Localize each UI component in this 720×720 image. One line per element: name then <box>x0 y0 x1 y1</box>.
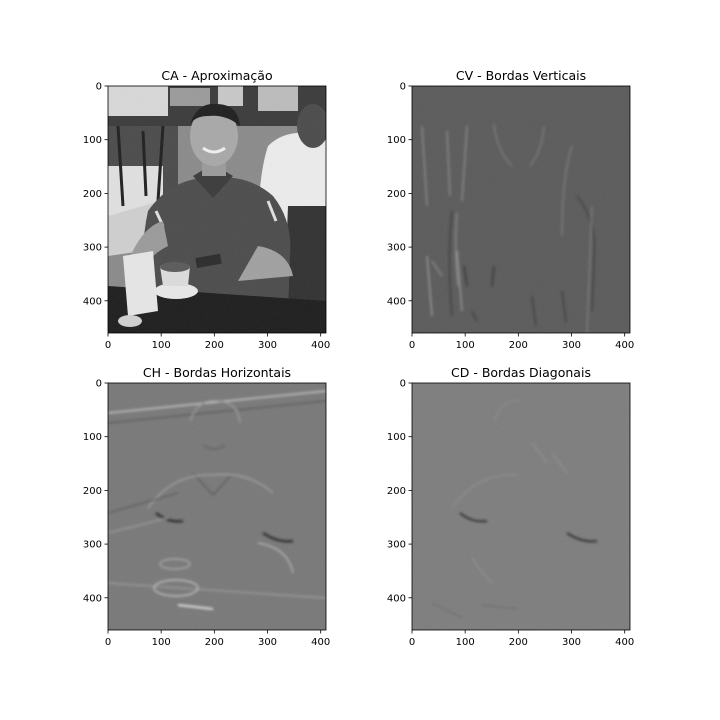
y-tick-label: 400 <box>387 296 406 307</box>
y-tick-label: 400 <box>387 593 406 604</box>
plot-frame <box>411 382 631 631</box>
x-tick-label: 0 <box>105 637 111 648</box>
x-axis: 0 100 200 300 400 <box>105 333 330 351</box>
y-tick-label: 0 <box>400 379 406 390</box>
y-tick-label: 0 <box>400 82 406 93</box>
y-tick-label: 400 <box>83 593 102 604</box>
image-area <box>108 383 326 630</box>
plot-frame <box>411 85 631 334</box>
y-tick-label: 200 <box>387 486 406 497</box>
subplot-cv: CV - Bordas Verticais 0 100 200 300 400 010 <box>387 68 634 351</box>
y-axis: 0 100 200 300 400 <box>83 82 108 307</box>
y-tick-label: 0 <box>96 82 102 93</box>
x-tick-label: 200 <box>205 637 224 648</box>
y-tick-label: 100 <box>83 135 102 146</box>
y-tick-label: 300 <box>387 243 406 254</box>
y-axis: 0 100 200 300 400 <box>387 379 412 604</box>
x-tick-label: 300 <box>562 637 581 648</box>
x-tick-label: 400 <box>615 637 634 648</box>
y-tick-label: 300 <box>83 540 102 551</box>
y-tick-label: 200 <box>83 189 102 200</box>
x-tick-label: 100 <box>152 340 171 351</box>
x-tick-label: 300 <box>258 340 277 351</box>
x-axis: 0 100 200 300 400 <box>409 333 634 351</box>
x-tick-label: 400 <box>311 340 330 351</box>
x-tick-label: 0 <box>409 340 415 351</box>
x-tick-label: 300 <box>562 340 581 351</box>
x-tick-label: 300 <box>258 637 277 648</box>
x-tick-label: 100 <box>456 340 475 351</box>
subplot-title: CA - Aproximação <box>161 68 272 83</box>
x-axis: 0 100 200 300 400 <box>409 630 634 648</box>
subplot-ch: CH - Bordas Horizontais <box>83 365 330 648</box>
plot-frame <box>107 85 327 334</box>
x-tick-label: 100 <box>152 637 171 648</box>
y-tick-label: 100 <box>387 135 406 146</box>
x-tick-label: 0 <box>409 637 415 648</box>
x-tick-label: 200 <box>205 340 224 351</box>
y-tick-label: 100 <box>83 432 102 443</box>
x-tick-label: 0 <box>105 340 111 351</box>
y-tick-label: 200 <box>83 486 102 497</box>
y-tick-label: 400 <box>83 296 102 307</box>
x-tick-label: 400 <box>615 340 634 351</box>
plot-frame <box>107 382 327 631</box>
y-tick-label: 0 <box>96 379 102 390</box>
subplot-ca: CA - Aproximação <box>83 68 330 351</box>
subplot-title: CV - Bordas Verticais <box>456 68 586 83</box>
subplot-cd: CD - Bordas Diagonais 0 100 200 300 400 0 100… <box>387 365 634 648</box>
x-tick-label: 100 <box>456 637 475 648</box>
x-tick-label: 200 <box>509 340 528 351</box>
y-tick-label: 300 <box>83 243 102 254</box>
y-axis: 0 100 200 300 400 <box>83 379 108 604</box>
x-tick-label: 200 <box>509 637 528 648</box>
x-tick-label: 400 <box>311 637 330 648</box>
y-tick-label: 100 <box>387 432 406 443</box>
image-area <box>108 86 326 333</box>
x-axis: 0 100 200 300 400 <box>105 630 330 648</box>
subplot-title: CH - Bordas Horizontais <box>143 365 291 380</box>
subplot-title: CD - Bordas Diagonais <box>451 365 591 380</box>
image-area <box>412 383 630 630</box>
y-axis: 0 100 200 300 400 <box>387 82 412 307</box>
y-tick-label: 200 <box>387 189 406 200</box>
image-area <box>412 86 630 333</box>
y-tick-label: 300 <box>387 540 406 551</box>
